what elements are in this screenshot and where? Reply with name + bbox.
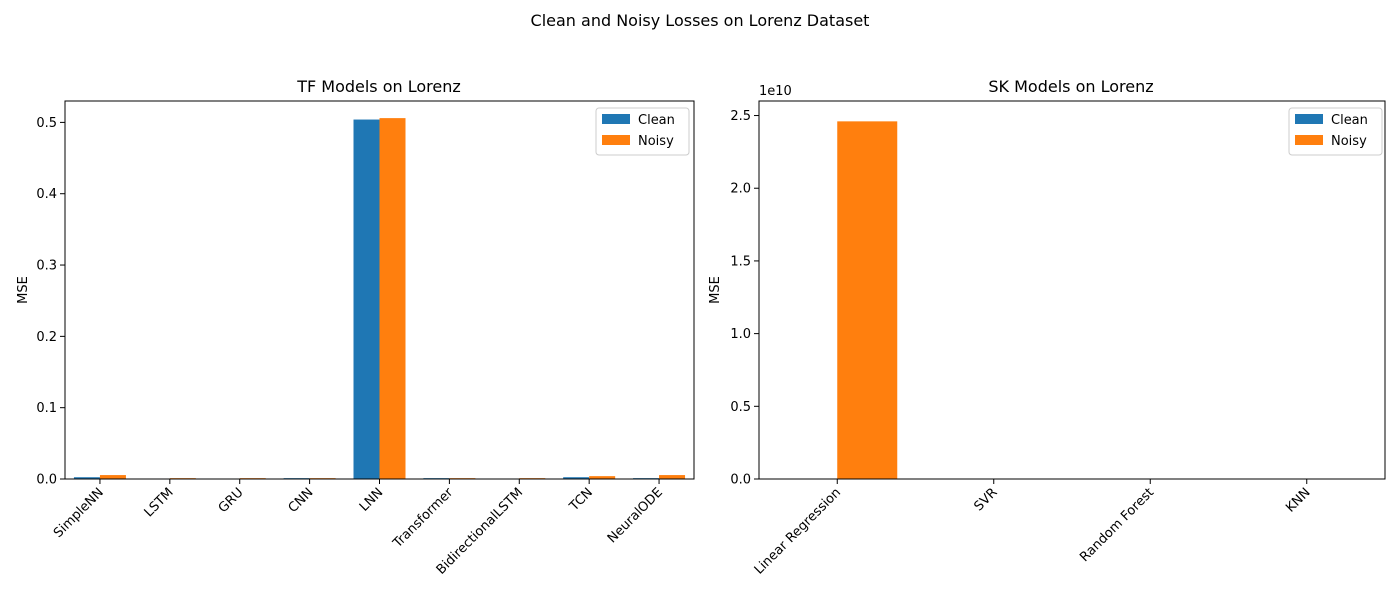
y-tick-label: 1.0 (730, 327, 751, 342)
legend-swatch-noisy (602, 135, 630, 145)
legend-swatch-clean (1295, 114, 1323, 124)
plot-frame (758, 100, 1386, 480)
legend-label-clean: Clean (1331, 113, 1368, 128)
plot-frame (64, 100, 695, 480)
y-tick-label: 0.0 (730, 473, 751, 488)
bar-noisy-simplenn (99, 475, 126, 479)
y-tick-label: 0.2 (36, 330, 57, 345)
y-tick-label: 0.5 (730, 400, 751, 415)
y-tick-label: 2.0 (730, 182, 751, 197)
y-tick-label: 0.3 (36, 259, 57, 274)
legend-label-noisy: Noisy (1331, 134, 1367, 149)
y-axis-label: MSE (708, 276, 723, 304)
y-tick-label: 0.0 (36, 473, 57, 488)
bar-clean-simplenn (73, 477, 100, 479)
bar-noisy-neuralode (659, 475, 686, 479)
bars-group (73, 118, 686, 480)
bar-noisy-tcn (589, 476, 616, 479)
legend-label-noisy: Noisy (638, 134, 674, 149)
bar-clean-lnn (353, 119, 380, 479)
y-ticks: 0.0 0.1 0.2 0.3 0.4 0.5 (36, 116, 65, 488)
bar-clean-tcn (563, 477, 590, 479)
legend-swatch-clean (602, 114, 630, 124)
y-tick-label: 0.5 (36, 116, 57, 131)
y-tick-label: 0.4 (36, 187, 57, 202)
y-offset-label: 1e10 (759, 84, 792, 99)
y-tick-label: 1.5 (730, 254, 751, 269)
legend-label-clean: Clean (638, 113, 675, 128)
legend-swatch-noisy (1295, 135, 1323, 145)
chart-title: SK Models on Lorenz (988, 77, 1153, 96)
legend: Clean Noisy (595, 107, 690, 156)
y-tick-label: 2.5 (730, 109, 751, 124)
chart-title: TF Models on Lorenz (296, 77, 461, 96)
legend: Clean Noisy (1288, 107, 1383, 156)
y-tick-label: 0.1 (36, 401, 57, 416)
bars-group (837, 121, 898, 479)
bar-noisy-lnn (379, 118, 406, 480)
y-axis-label: MSE (16, 276, 31, 304)
y-ticks: 0.0 0.5 1.0 1.5 2.0 2.5 (730, 109, 759, 488)
bar-noisy-linear-regression (837, 121, 898, 479)
figure-suptitle: Clean and Noisy Losses on Lorenz Dataset (531, 11, 870, 30)
